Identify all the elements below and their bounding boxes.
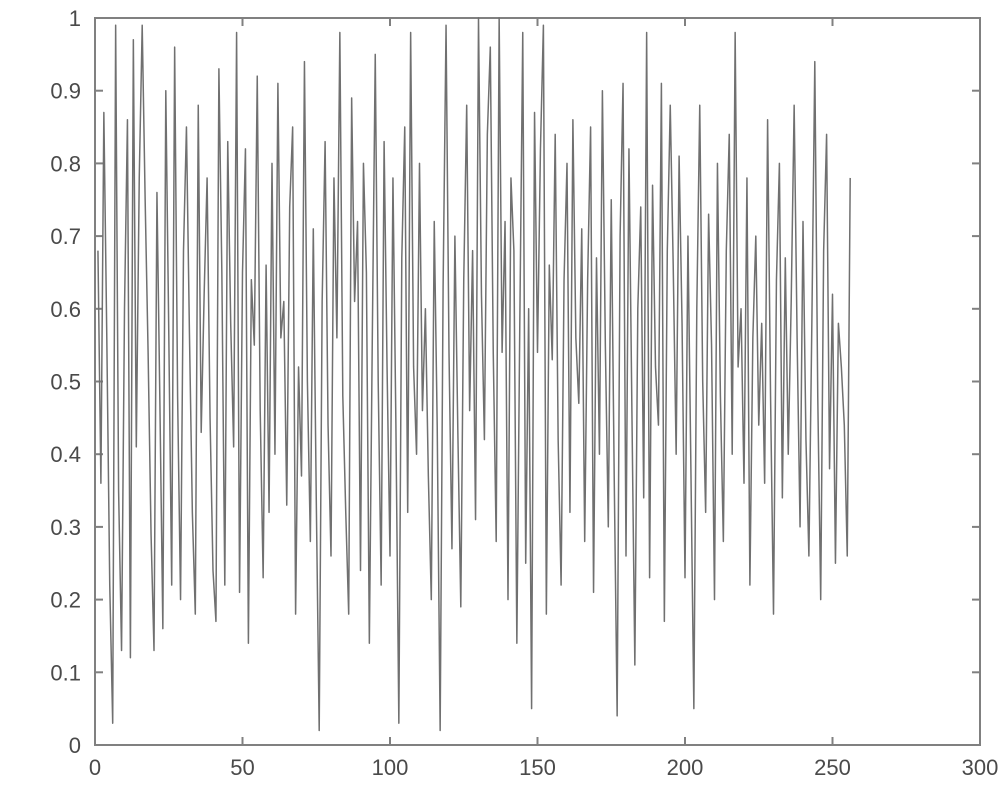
x-tick-label: 250 <box>814 755 851 780</box>
noise-line-chart: 0 50 100 150 200 250 300 0 0.1 0.2 0.3 0.4 0.5 0.6 0.… <box>0 0 1000 789</box>
y-tick-label: 0.5 <box>50 370 81 395</box>
x-tick-label: 50 <box>230 755 254 780</box>
y-tick-label: 0.4 <box>50 442 81 467</box>
y-tick-label: 1 <box>69 6 81 31</box>
x-tick-label: 0 <box>89 755 101 780</box>
y-tick-label: 0.2 <box>50 588 81 613</box>
y-tick-label: 0.9 <box>50 79 81 104</box>
chart-container: 0 50 100 150 200 250 300 0 0.1 0.2 0.3 0.4 0.5 0.6 0.… <box>0 0 1000 789</box>
x-tick-label: 200 <box>667 755 704 780</box>
y-tick-label: 0.1 <box>50 660 81 685</box>
y-tick-label: 0.3 <box>50 515 81 540</box>
x-tick-label: 100 <box>372 755 409 780</box>
x-tick-label: 150 <box>519 755 556 780</box>
y-tick-label: 0 <box>69 733 81 758</box>
y-tick-label: 0.6 <box>50 297 81 322</box>
x-tick-label: 300 <box>962 755 999 780</box>
y-tick-label: 0.8 <box>50 151 81 176</box>
y-tick-label: 0.7 <box>50 224 81 249</box>
